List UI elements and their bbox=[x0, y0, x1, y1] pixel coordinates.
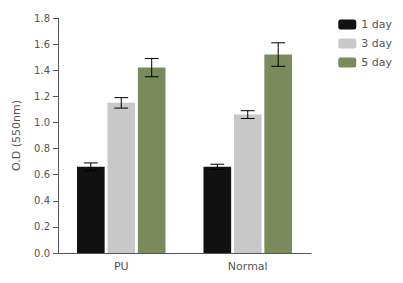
svg-text:PU: PU bbox=[114, 260, 129, 273]
svg-text:1.2: 1.2 bbox=[34, 91, 50, 102]
svg-text:0.2: 0.2 bbox=[34, 221, 50, 232]
svg-text:0.0: 0.0 bbox=[34, 248, 50, 259]
svg-text:1 day: 1 day bbox=[361, 18, 392, 31]
svg-text:Normal: Normal bbox=[228, 260, 268, 273]
svg-text:5 day: 5 day bbox=[361, 56, 392, 69]
svg-text:1.0: 1.0 bbox=[34, 117, 50, 128]
svg-text:1.6: 1.6 bbox=[34, 39, 50, 50]
svg-text:1.8: 1.8 bbox=[34, 13, 50, 24]
svg-text:0.8: 0.8 bbox=[34, 143, 50, 154]
svg-text:O.D (550nm): O.D (550nm) bbox=[10, 100, 23, 171]
svg-text:1.4: 1.4 bbox=[34, 65, 50, 76]
svg-text:0.6: 0.6 bbox=[34, 169, 50, 180]
svg-text:0.4: 0.4 bbox=[34, 195, 50, 206]
svg-text:3 day: 3 day bbox=[361, 37, 392, 50]
